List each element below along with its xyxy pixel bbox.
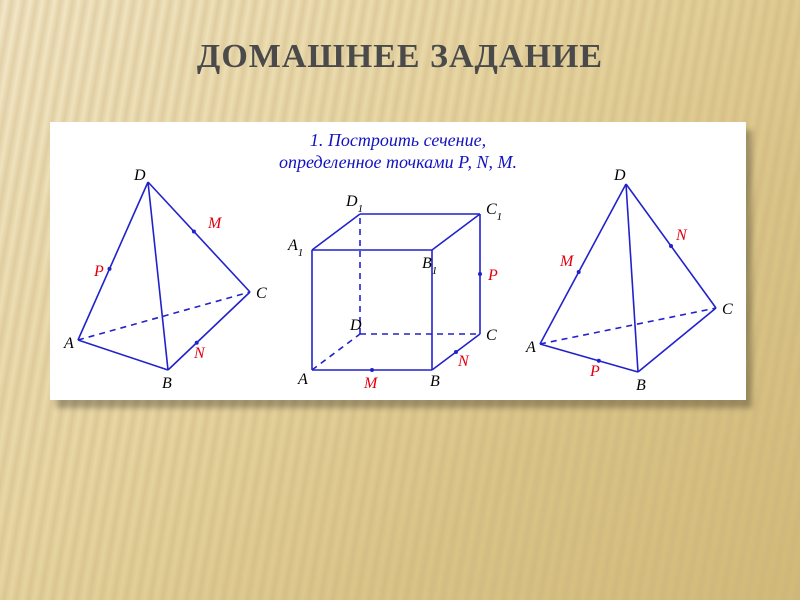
instruction-line1: 1. Построить сечение,: [310, 130, 486, 150]
tetra2-edge-A-D: [540, 184, 626, 344]
tetra2-label-B: B: [636, 377, 646, 394]
tetra1-point-label-M: M: [207, 215, 223, 232]
tetra2-edge-B-D: [626, 184, 638, 372]
tetra1-label-B: B: [162, 375, 172, 392]
tetra1-edge-A-B: [78, 340, 168, 370]
tetra2-edge-A-C: [540, 308, 716, 344]
cube-label-A: A: [297, 371, 308, 388]
tetra1-edge-B-D: [148, 182, 168, 370]
instruction-line2: определенное точками Р, N, М.: [279, 152, 517, 172]
cube-point-M: [370, 368, 374, 372]
tetra1-label-D: D: [133, 167, 146, 184]
tetra1-edge-A-D: [78, 182, 148, 340]
cube-point-label-N: N: [457, 353, 470, 370]
cube-edge-B1-C1: [432, 214, 480, 250]
tetra2-point-label-P: P: [589, 363, 600, 380]
cube-edge-A-D: [312, 334, 360, 370]
tetra1-edge-D-C: [148, 182, 250, 292]
tetra1-point-M: [192, 230, 196, 234]
cube-label-D: D: [349, 317, 362, 334]
tetra2-edge-B-C: [638, 308, 716, 372]
cube-point-label-P: P: [487, 267, 498, 284]
tetra2-label-C: C: [722, 301, 733, 318]
tetra1-point-label-N: N: [193, 345, 206, 362]
tetra1-point-label-P: P: [93, 263, 104, 280]
cube-label-C: C: [486, 327, 497, 344]
cube-point-P: [478, 272, 482, 276]
cube-label-D1: D1: [345, 193, 363, 215]
tetra1-label-C: C: [256, 285, 267, 302]
page-title: ДОМАШНЕЕ ЗАДАНИЕ: [0, 38, 800, 76]
cube-label-A1: A1: [287, 237, 303, 259]
tetra1-point-P: [108, 267, 112, 271]
cube-label-B: B: [430, 373, 440, 390]
cube-edge-A1-D1: [312, 214, 360, 250]
tetra2-point-N: [669, 244, 673, 248]
tetra2-point-label-M: M: [559, 253, 575, 270]
tetra2-label-D: D: [613, 167, 626, 184]
cube-label-B1: B1: [422, 255, 437, 277]
geometry-svg: 1. Построить сечение,определенное точкам…: [50, 122, 746, 400]
title-text: ДОМАШНЕЕ ЗАДАНИЕ: [197, 38, 603, 75]
tetra2-label-A: A: [525, 339, 536, 356]
tetra1-label-A: A: [63, 335, 74, 352]
tetra2-point-label-N: N: [675, 227, 688, 244]
tetra2-point-M: [577, 270, 581, 274]
tetra2-edge-A-B: [540, 344, 638, 372]
cube-point-label-M: M: [363, 375, 379, 392]
cube-label-C1: C1: [486, 201, 502, 223]
figure-panel: 1. Построить сечение,определенное точкам…: [50, 122, 746, 400]
